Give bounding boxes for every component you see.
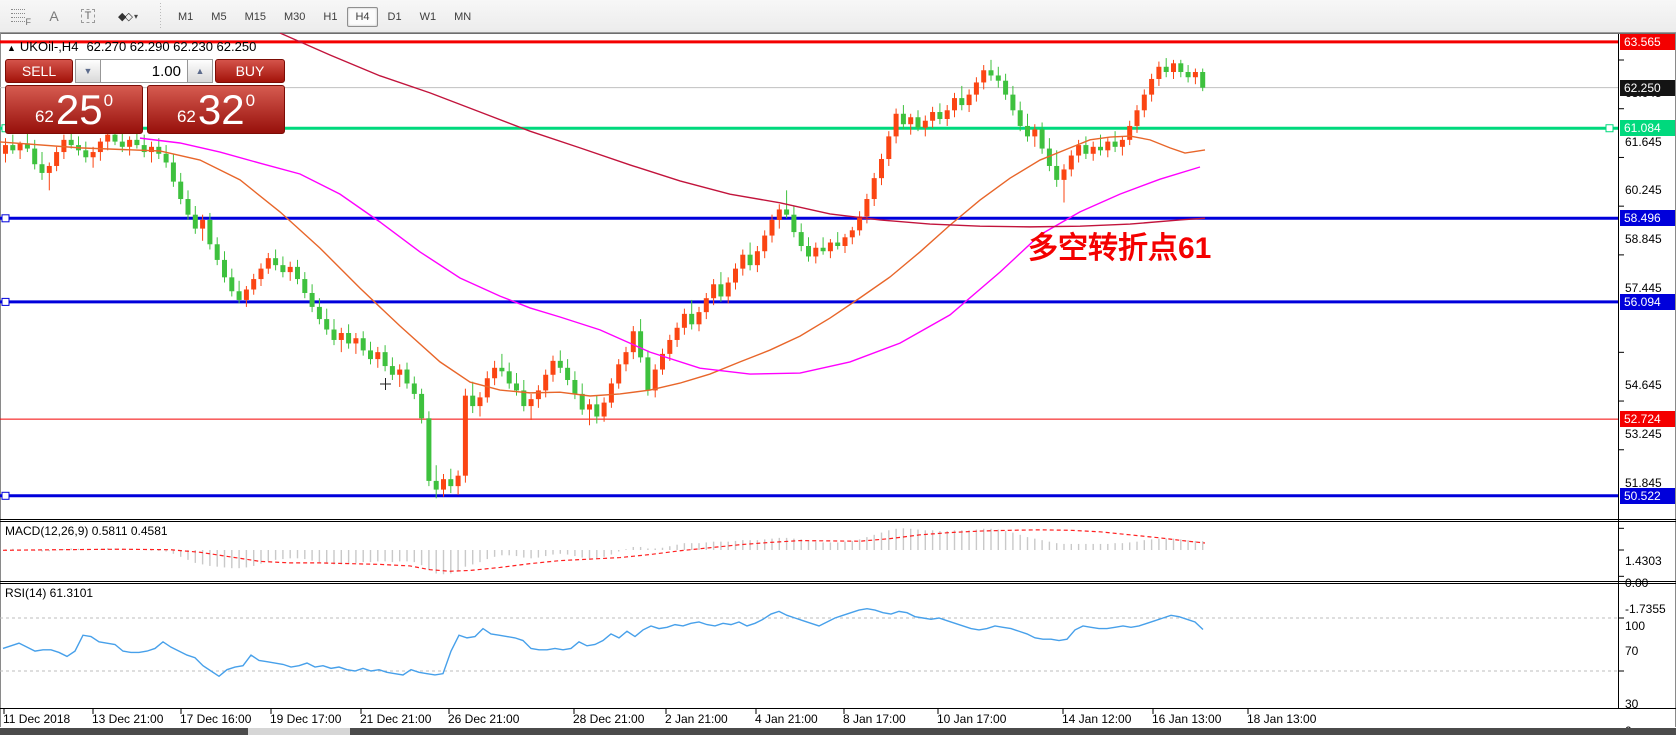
time-label: 2 Jan 21:00 — [665, 712, 728, 726]
buy-price-button[interactable]: 62 32 0 — [147, 85, 285, 134]
price-tick: 51.845 — [1625, 475, 1662, 490]
time-label: 17 Dec 16:00 — [180, 712, 252, 726]
ma-fast-orange — [0, 135, 1206, 397]
blue-level-line-1-handle — [1, 214, 10, 223]
time-label: 13 Dec 21:00 — [92, 712, 164, 726]
price-tick: 58.845 — [1625, 232, 1662, 247]
time-label: 28 Dec 21:00 — [573, 712, 645, 726]
text-box-icon[interactable]: T — [74, 3, 102, 29]
toolbar-separator — [158, 3, 163, 29]
price-tick: 60.245 — [1625, 183, 1662, 198]
price-badge: 63.565 — [1620, 33, 1675, 50]
macd-signal-line — [2, 529, 1206, 572]
moving-averages — [0, 33, 1206, 397]
blue-level-line-2-handle — [1, 297, 10, 306]
scrollbar-track[interactable] — [248, 728, 350, 735]
price-tick: 54.645 — [1625, 378, 1662, 393]
time-label: 4 Jan 21:00 — [755, 712, 818, 726]
timeframe-m5[interactable]: M5 — [211, 11, 227, 23]
price-badge: 50.522 — [1620, 487, 1675, 504]
time-label: 8 Jan 17:00 — [843, 712, 906, 726]
one-click-trading-panel: SELL ▼ ▲ BUY 62 25 0 62 32 0 — [5, 59, 285, 134]
timeframe-mn[interactable]: MN — [454, 11, 472, 23]
timeframe-m15[interactable]: M15 — [244, 11, 266, 23]
price-badge: 62.250 — [1620, 79, 1675, 96]
scrollbar-thumb[interactable] — [350, 728, 1676, 735]
time-label: 14 Jan 12:00 — [1062, 712, 1132, 726]
time-label: 19 Dec 17:00 — [270, 712, 342, 726]
sell-price-prefix: 62 — [34, 106, 54, 126]
price-tick: 57.445 — [1625, 280, 1662, 295]
sell-price-button[interactable]: 62 25 0 — [5, 85, 143, 134]
toolbar: F A T ◆◇ ▾ M1 M5 M15 M30 H1 H4 D1 W1 MN — [0, 0, 1676, 33]
rsi-pane — [0, 608, 1618, 678]
symbol-label: UKOil-,H4 — [19, 39, 79, 54]
macd-pane — [2, 528, 1206, 575]
scrollbar-segment[interactable] — [0, 728, 248, 735]
macd-tick: -1.7355 — [1625, 602, 1666, 617]
ma-mid-magenta — [139, 137, 1201, 375]
time-label: 11 Dec 2018 — [3, 712, 71, 726]
price-badge: 56.094 — [1620, 293, 1675, 310]
price-badge: 58.496 — [1620, 210, 1675, 227]
shapes-icon[interactable]: ◆◇ ▾ — [118, 10, 138, 23]
time-label: 21 Dec 21:00 — [360, 712, 432, 726]
timeframe-m1[interactable]: M1 — [178, 11, 194, 23]
price-badge: 52.724 — [1620, 411, 1675, 428]
volume-decrease-button[interactable]: ▼ — [75, 59, 101, 83]
collapse-icon[interactable]: ▲ — [7, 43, 16, 53]
price-tick: 61.645 — [1625, 134, 1662, 149]
sell-price-big: 25 — [55, 85, 103, 133]
chevron-down-icon: ▾ — [133, 11, 138, 21]
price-tick: 53.245 — [1625, 427, 1662, 442]
green-level-line-handle — [1605, 124, 1614, 133]
chart-title: ▲ UKOil-,H4 62.270 62.290 62.230 62.250 — [7, 39, 256, 54]
rsi-tick: 30 — [1625, 697, 1639, 711]
price-badge: 61.084 — [1620, 120, 1675, 137]
time-label: 16 Jan 13:00 — [1152, 712, 1222, 726]
crosshair-cursor — [380, 378, 391, 390]
rsi-tick: 70 — [1625, 644, 1639, 658]
rsi-indicator-label: RSI(14) 61.3101 — [5, 586, 94, 600]
axis-ticks — [3, 59, 1624, 714]
macd-tick: 0.00 — [1625, 576, 1649, 590]
ma-slow-crimson — [279, 33, 1206, 228]
buy-price-prefix: 62 — [176, 106, 196, 126]
timeframe-w1[interactable]: W1 — [419, 11, 437, 23]
pane-borders — [0, 33, 1676, 735]
timeframe-h1[interactable]: H1 — [323, 11, 338, 23]
volume-input[interactable] — [101, 59, 187, 83]
timeframe-d1[interactable]: D1 — [387, 11, 402, 23]
buy-price-sup: 0 — [245, 90, 256, 110]
sell-price-sup: 0 — [103, 90, 114, 110]
macd-indicator-label: MACD(12,26,9) 0.5811 0.4581 — [5, 524, 168, 538]
buy-price-big: 32 — [197, 85, 245, 133]
time-label: 18 Jan 13:00 — [1247, 712, 1317, 726]
sell-button[interactable]: SELL — [5, 59, 73, 83]
rsi-tick: 100 — [1625, 619, 1646, 633]
macd-tick: 1.4303 — [1625, 554, 1662, 569]
time-label: 26 Dec 21:00 — [448, 712, 520, 726]
chart-canvas[interactable] — [0, 33, 1676, 735]
chart-annotation-text[interactable]: 多空转折点61 — [1028, 232, 1212, 265]
buy-button[interactable]: BUY — [215, 59, 285, 83]
text-label-icon[interactable]: A — [49, 8, 59, 24]
timeframe-m30[interactable]: M30 — [283, 11, 306, 23]
candlesticks — [3, 58, 1206, 499]
timeframe-group: M1 M5 M15 M30 H1 H4 D1 W1 MN — [169, 7, 480, 27]
chart-area[interactable]: ▲ UKOil-,H4 62.270 62.290 62.230 62.250 SE… — [0, 33, 1676, 735]
fibonacci-icon[interactable]: F — [6, 3, 34, 29]
ohlc-quote: 62.270 62.290 62.230 62.250 — [86, 39, 257, 54]
timeframe-h4[interactable]: H4 — [347, 7, 378, 27]
volume-increase-button[interactable]: ▲ — [187, 59, 213, 83]
time-label: 10 Jan 17:00 — [937, 712, 1007, 726]
rsi-line — [2, 608, 1204, 678]
blue-level-line-3-handle — [1, 491, 10, 500]
